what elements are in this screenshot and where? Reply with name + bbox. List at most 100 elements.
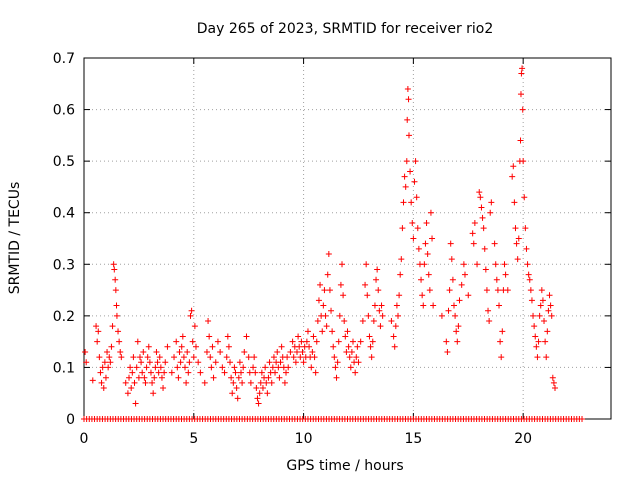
- data-point: [250, 364, 257, 371]
- data-point: [469, 230, 476, 237]
- data-point: [160, 385, 167, 392]
- data-point: [352, 369, 359, 376]
- data-point: [454, 338, 461, 345]
- data-point: [521, 194, 528, 201]
- data-point: [345, 343, 352, 350]
- data-point: [241, 348, 248, 355]
- data-point: [208, 364, 215, 371]
- data-point: [424, 250, 431, 257]
- data-point: [456, 297, 463, 304]
- data-point: [509, 173, 516, 180]
- data-point: [450, 302, 457, 309]
- data-point: [393, 302, 400, 309]
- data-point: [494, 287, 501, 294]
- data-point: [157, 364, 164, 371]
- data-point: [376, 307, 383, 314]
- data-point: [502, 271, 509, 278]
- data-point: [347, 364, 354, 371]
- data-point: [373, 276, 380, 283]
- data-point: [513, 240, 520, 247]
- data-point: [519, 65, 526, 72]
- data-point: [147, 369, 154, 376]
- data-point: [537, 302, 544, 309]
- data-point: [182, 364, 189, 371]
- data-point: [116, 338, 123, 345]
- data-point: [212, 359, 219, 366]
- data-point: [320, 302, 327, 309]
- data-point: [171, 354, 178, 361]
- data-point: [525, 271, 532, 278]
- data-point: [115, 328, 122, 335]
- data-point: [217, 348, 224, 355]
- data-point: [317, 281, 324, 288]
- data-point: [158, 374, 165, 381]
- data-point: [247, 379, 254, 386]
- data-point: [526, 276, 533, 283]
- data-point: [534, 354, 541, 361]
- data-point: [362, 281, 369, 288]
- data-point: [545, 307, 552, 314]
- data-point: [344, 328, 351, 335]
- data-point: [156, 354, 163, 361]
- data-point: [233, 385, 240, 392]
- data-point: [207, 354, 214, 361]
- data-point: [150, 390, 157, 397]
- data-point: [485, 307, 492, 314]
- data-point: [474, 261, 481, 268]
- data-point: [298, 338, 305, 345]
- data-point: [403, 158, 410, 165]
- data-point: [399, 225, 406, 232]
- data-point: [333, 374, 340, 381]
- data-point: [477, 194, 484, 201]
- data-point: [154, 359, 161, 366]
- data-point: [425, 271, 432, 278]
- data-point: [335, 338, 342, 345]
- data-point: [230, 379, 237, 386]
- data-point: [132, 400, 139, 407]
- x-tick-label: 10: [295, 431, 313, 447]
- data-point: [134, 338, 141, 345]
- data-point: [93, 323, 100, 330]
- data-point: [245, 354, 252, 361]
- data-point: [515, 235, 522, 242]
- data-point: [409, 220, 416, 227]
- data-point: [379, 312, 386, 319]
- data-point: [299, 348, 306, 355]
- y-tick-label: 0.4: [53, 206, 75, 222]
- data-point: [191, 323, 198, 330]
- data-point: [187, 312, 194, 319]
- data-point: [149, 379, 156, 386]
- data-point: [371, 302, 378, 309]
- data-point: [310, 333, 317, 340]
- data-point: [482, 266, 489, 273]
- data-point: [266, 359, 273, 366]
- data-point: [546, 292, 553, 299]
- data-point: [109, 323, 116, 330]
- data-point: [539, 297, 546, 304]
- data-point: [322, 312, 329, 319]
- data-point: [511, 199, 518, 206]
- data-point: [443, 338, 450, 345]
- data-point: [415, 245, 422, 252]
- data-point: [94, 338, 101, 345]
- data-point: [330, 343, 337, 350]
- data-point: [173, 338, 180, 345]
- data-point: [411, 178, 418, 185]
- data-point: [492, 261, 499, 268]
- data-point: [343, 348, 350, 355]
- data-point: [449, 276, 456, 283]
- data-point: [300, 359, 307, 366]
- data-point: [102, 374, 109, 381]
- data-point: [339, 261, 346, 268]
- plot-frame: [83, 57, 612, 420]
- data-point: [308, 364, 315, 371]
- data-point: [491, 240, 498, 247]
- data-point: [536, 312, 543, 319]
- data-point: [179, 333, 186, 340]
- data-point: [254, 395, 261, 402]
- data-point: [127, 364, 134, 371]
- data-point: [285, 364, 292, 371]
- data-point: [401, 173, 408, 180]
- data-point: [108, 343, 115, 350]
- data-point: [175, 374, 182, 381]
